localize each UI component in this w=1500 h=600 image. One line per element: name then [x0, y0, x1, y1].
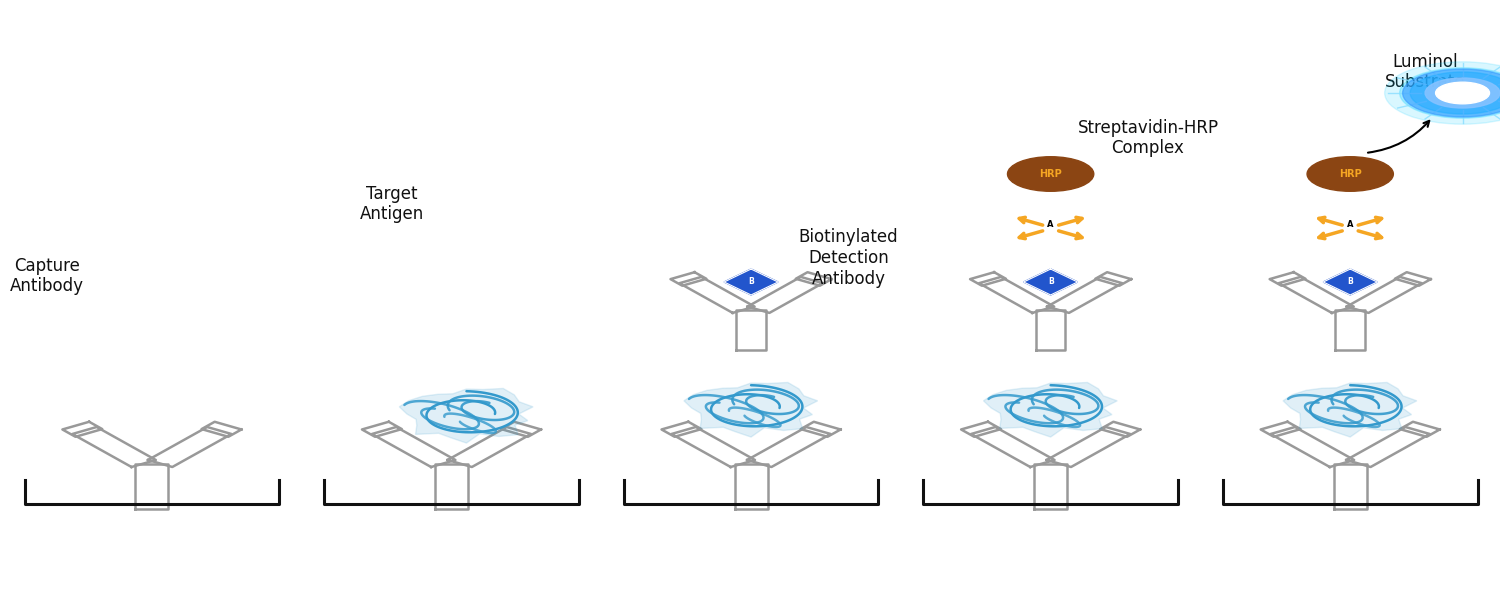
Text: Streptavidin-HRP
Complex: Streptavidin-HRP Complex [1077, 119, 1218, 157]
Text: HRP: HRP [1040, 169, 1062, 179]
Polygon shape [1036, 310, 1065, 350]
Polygon shape [1270, 427, 1354, 467]
Text: Capture
Antibody: Capture Antibody [10, 257, 84, 295]
Polygon shape [1095, 272, 1131, 286]
Text: Luminol
Substrate: Luminol Substrate [1384, 53, 1466, 91]
Polygon shape [1334, 463, 1366, 509]
Polygon shape [501, 422, 542, 437]
Polygon shape [1278, 277, 1353, 313]
Polygon shape [970, 427, 1054, 467]
Polygon shape [680, 277, 754, 313]
Polygon shape [1034, 463, 1066, 509]
Polygon shape [984, 382, 1118, 437]
Circle shape [1410, 72, 1500, 114]
Circle shape [1306, 157, 1394, 191]
Polygon shape [1395, 272, 1431, 286]
Circle shape [1400, 68, 1500, 118]
Polygon shape [747, 427, 831, 467]
Polygon shape [962, 422, 1000, 437]
Polygon shape [970, 272, 1006, 286]
Polygon shape [1269, 272, 1305, 286]
Polygon shape [148, 427, 231, 467]
Circle shape [1384, 62, 1500, 124]
Circle shape [1402, 69, 1500, 117]
Text: Biotinylated
Detection
Antibody: Biotinylated Detection Antibody [798, 228, 898, 288]
Polygon shape [1347, 277, 1422, 313]
Polygon shape [662, 422, 702, 437]
Polygon shape [372, 427, 456, 467]
Text: B: B [748, 277, 754, 286]
Polygon shape [201, 422, 242, 437]
Polygon shape [447, 427, 531, 467]
Polygon shape [135, 463, 168, 509]
Text: B: B [1048, 277, 1053, 286]
Polygon shape [736, 310, 766, 350]
Polygon shape [399, 388, 532, 443]
Text: B: B [1347, 229, 1353, 235]
Polygon shape [1323, 269, 1377, 295]
Polygon shape [1101, 422, 1140, 437]
Polygon shape [63, 422, 102, 437]
Polygon shape [1335, 310, 1365, 350]
Polygon shape [980, 277, 1054, 313]
Text: HRP: HRP [1340, 169, 1362, 179]
Polygon shape [684, 382, 818, 437]
Polygon shape [435, 463, 468, 509]
Text: B: B [1048, 229, 1053, 235]
Polygon shape [795, 272, 831, 286]
Text: Target
Antigen: Target Antigen [360, 185, 423, 223]
Text: B: B [1347, 277, 1353, 286]
Circle shape [1436, 82, 1490, 104]
Circle shape [1008, 157, 1094, 191]
Polygon shape [724, 269, 778, 295]
Polygon shape [747, 277, 822, 313]
Polygon shape [1400, 422, 1440, 437]
Text: A: A [1047, 220, 1054, 229]
Polygon shape [672, 427, 754, 467]
Polygon shape [1047, 277, 1122, 313]
Polygon shape [362, 422, 402, 437]
Polygon shape [1047, 427, 1130, 467]
Polygon shape [1260, 422, 1300, 437]
Polygon shape [1282, 382, 1418, 437]
Polygon shape [72, 427, 156, 467]
Polygon shape [735, 463, 768, 509]
Text: A: A [1347, 220, 1353, 229]
Circle shape [1425, 78, 1500, 108]
Polygon shape [1023, 269, 1077, 295]
Polygon shape [670, 272, 706, 286]
Polygon shape [1347, 427, 1430, 467]
Polygon shape [801, 422, 840, 437]
